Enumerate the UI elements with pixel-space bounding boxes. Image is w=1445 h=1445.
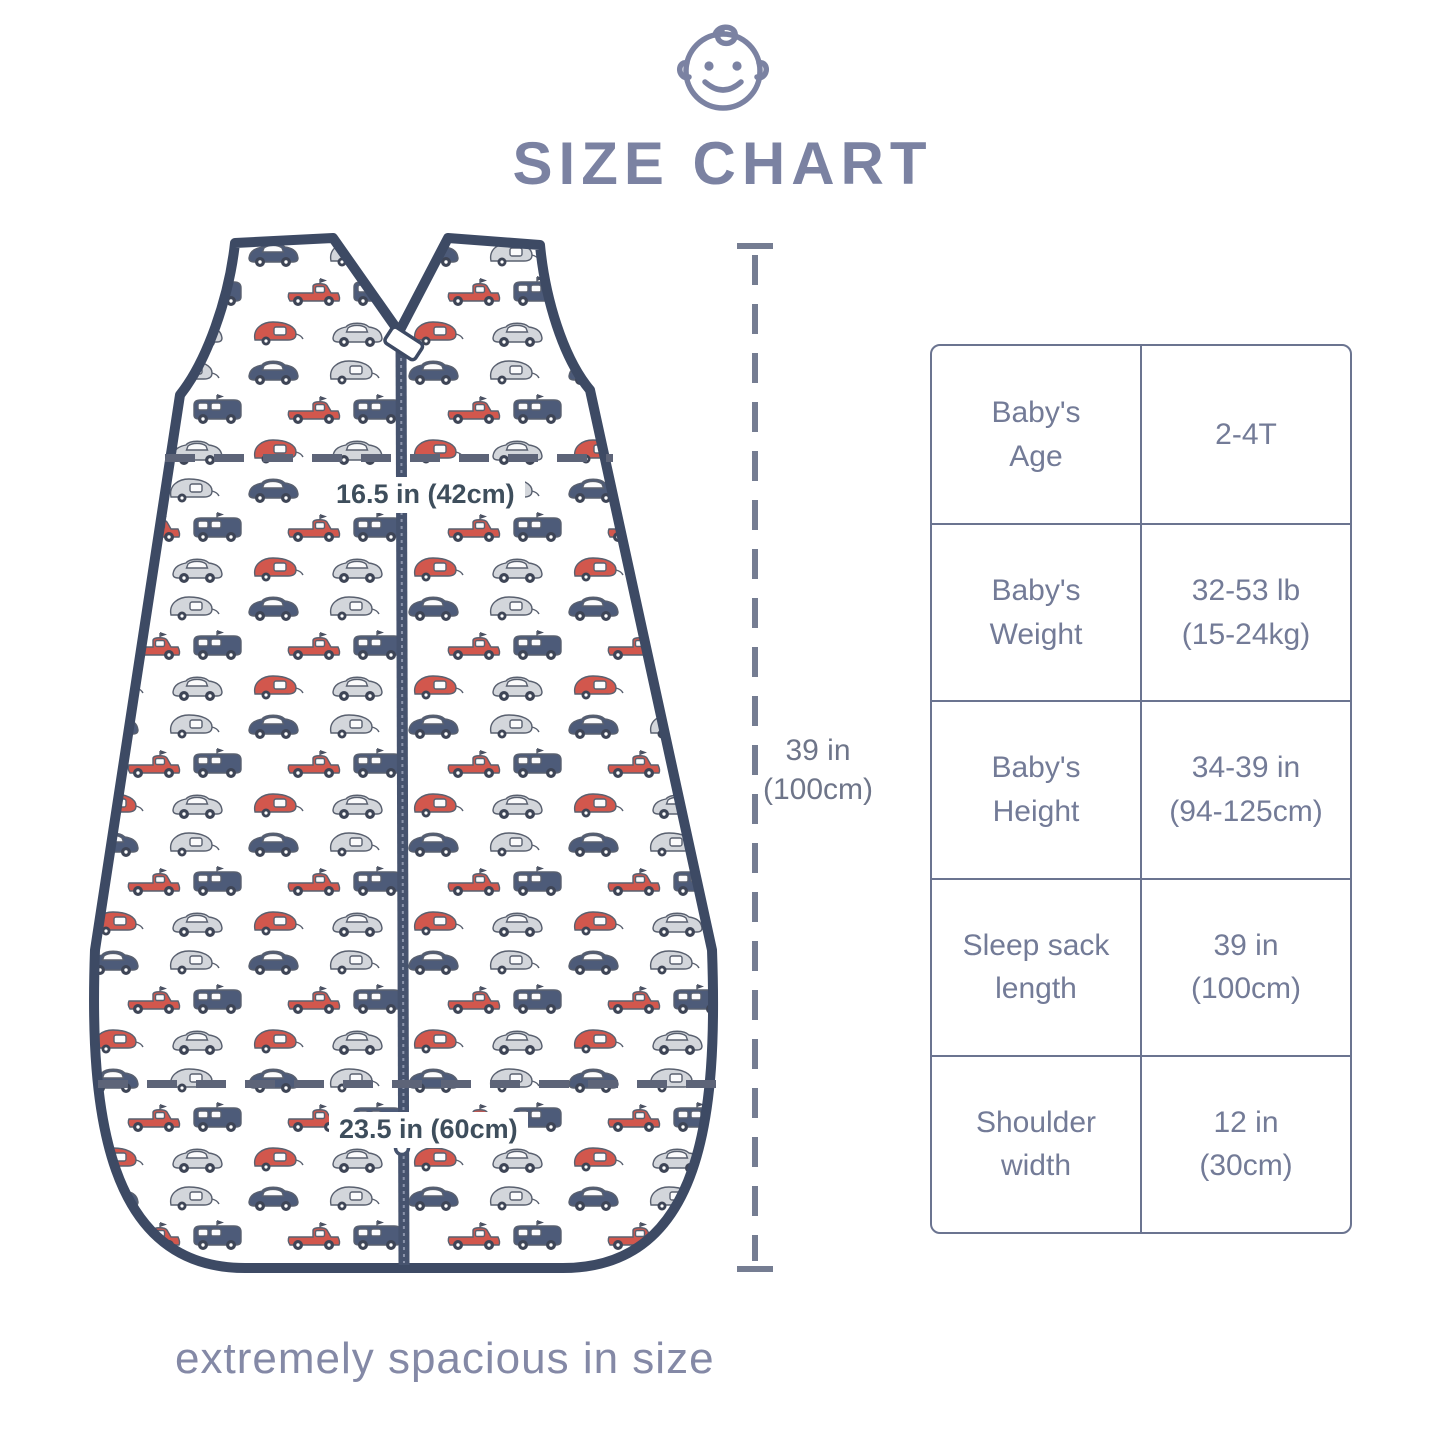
size-row-value: 39 in (100cm) bbox=[1190, 928, 1302, 1006]
size-row-label: Sleep sack length bbox=[932, 879, 1142, 1055]
size-row-label: Baby's Age bbox=[932, 346, 1142, 524]
size-row-value: 2-4T bbox=[1215, 417, 1277, 451]
table-row: Baby's Height 34-39 in (94-125cm) bbox=[932, 700, 1350, 878]
size-row-label: Baby's Height bbox=[932, 702, 1142, 878]
length-label: 39 in (100cm) bbox=[762, 734, 874, 806]
table-row: Sleep sack length 39 in (100cm) bbox=[932, 877, 1350, 1055]
length-dashed-line bbox=[752, 255, 758, 1261]
size-row-label: Shoulder width bbox=[932, 1056, 1142, 1232]
page-title: SIZE CHART bbox=[512, 130, 933, 197]
length-line-bottom-cap bbox=[737, 1266, 773, 1272]
size-row-value: 32-53 lb (15-24kg) bbox=[1181, 574, 1311, 651]
table-row: Baby's Age 2-4T bbox=[932, 346, 1350, 524]
size-row-value: 34-39 in (94-125cm) bbox=[1169, 751, 1323, 828]
chest-width-dashed-line bbox=[165, 454, 613, 462]
length-line-top-cap bbox=[737, 243, 773, 249]
header: SIZE CHART bbox=[0, 18, 1445, 198]
table-row: Baby's Weight 32-53 lb (15-24kg) bbox=[932, 523, 1350, 701]
bottom-width-label: 23.5 in (60cm) bbox=[329, 1112, 528, 1148]
size-row-label: Baby's Weight bbox=[932, 525, 1142, 701]
size-row-value: 12 in (30cm) bbox=[1199, 1105, 1293, 1183]
size-table: Baby's Age 2-4T Baby's Weight 32-53 lb (… bbox=[930, 344, 1352, 1234]
bottom-width-dashed-line bbox=[98, 1080, 716, 1088]
chest-width-label: 16.5 in (42cm) bbox=[326, 477, 525, 513]
baby-face-icon bbox=[676, 24, 769, 111]
footer-caption: extremely spacious in size bbox=[175, 1334, 715, 1383]
table-row: Shoulder width 12 in (30cm) bbox=[932, 1054, 1350, 1232]
zipper-top-tab bbox=[383, 325, 425, 362]
